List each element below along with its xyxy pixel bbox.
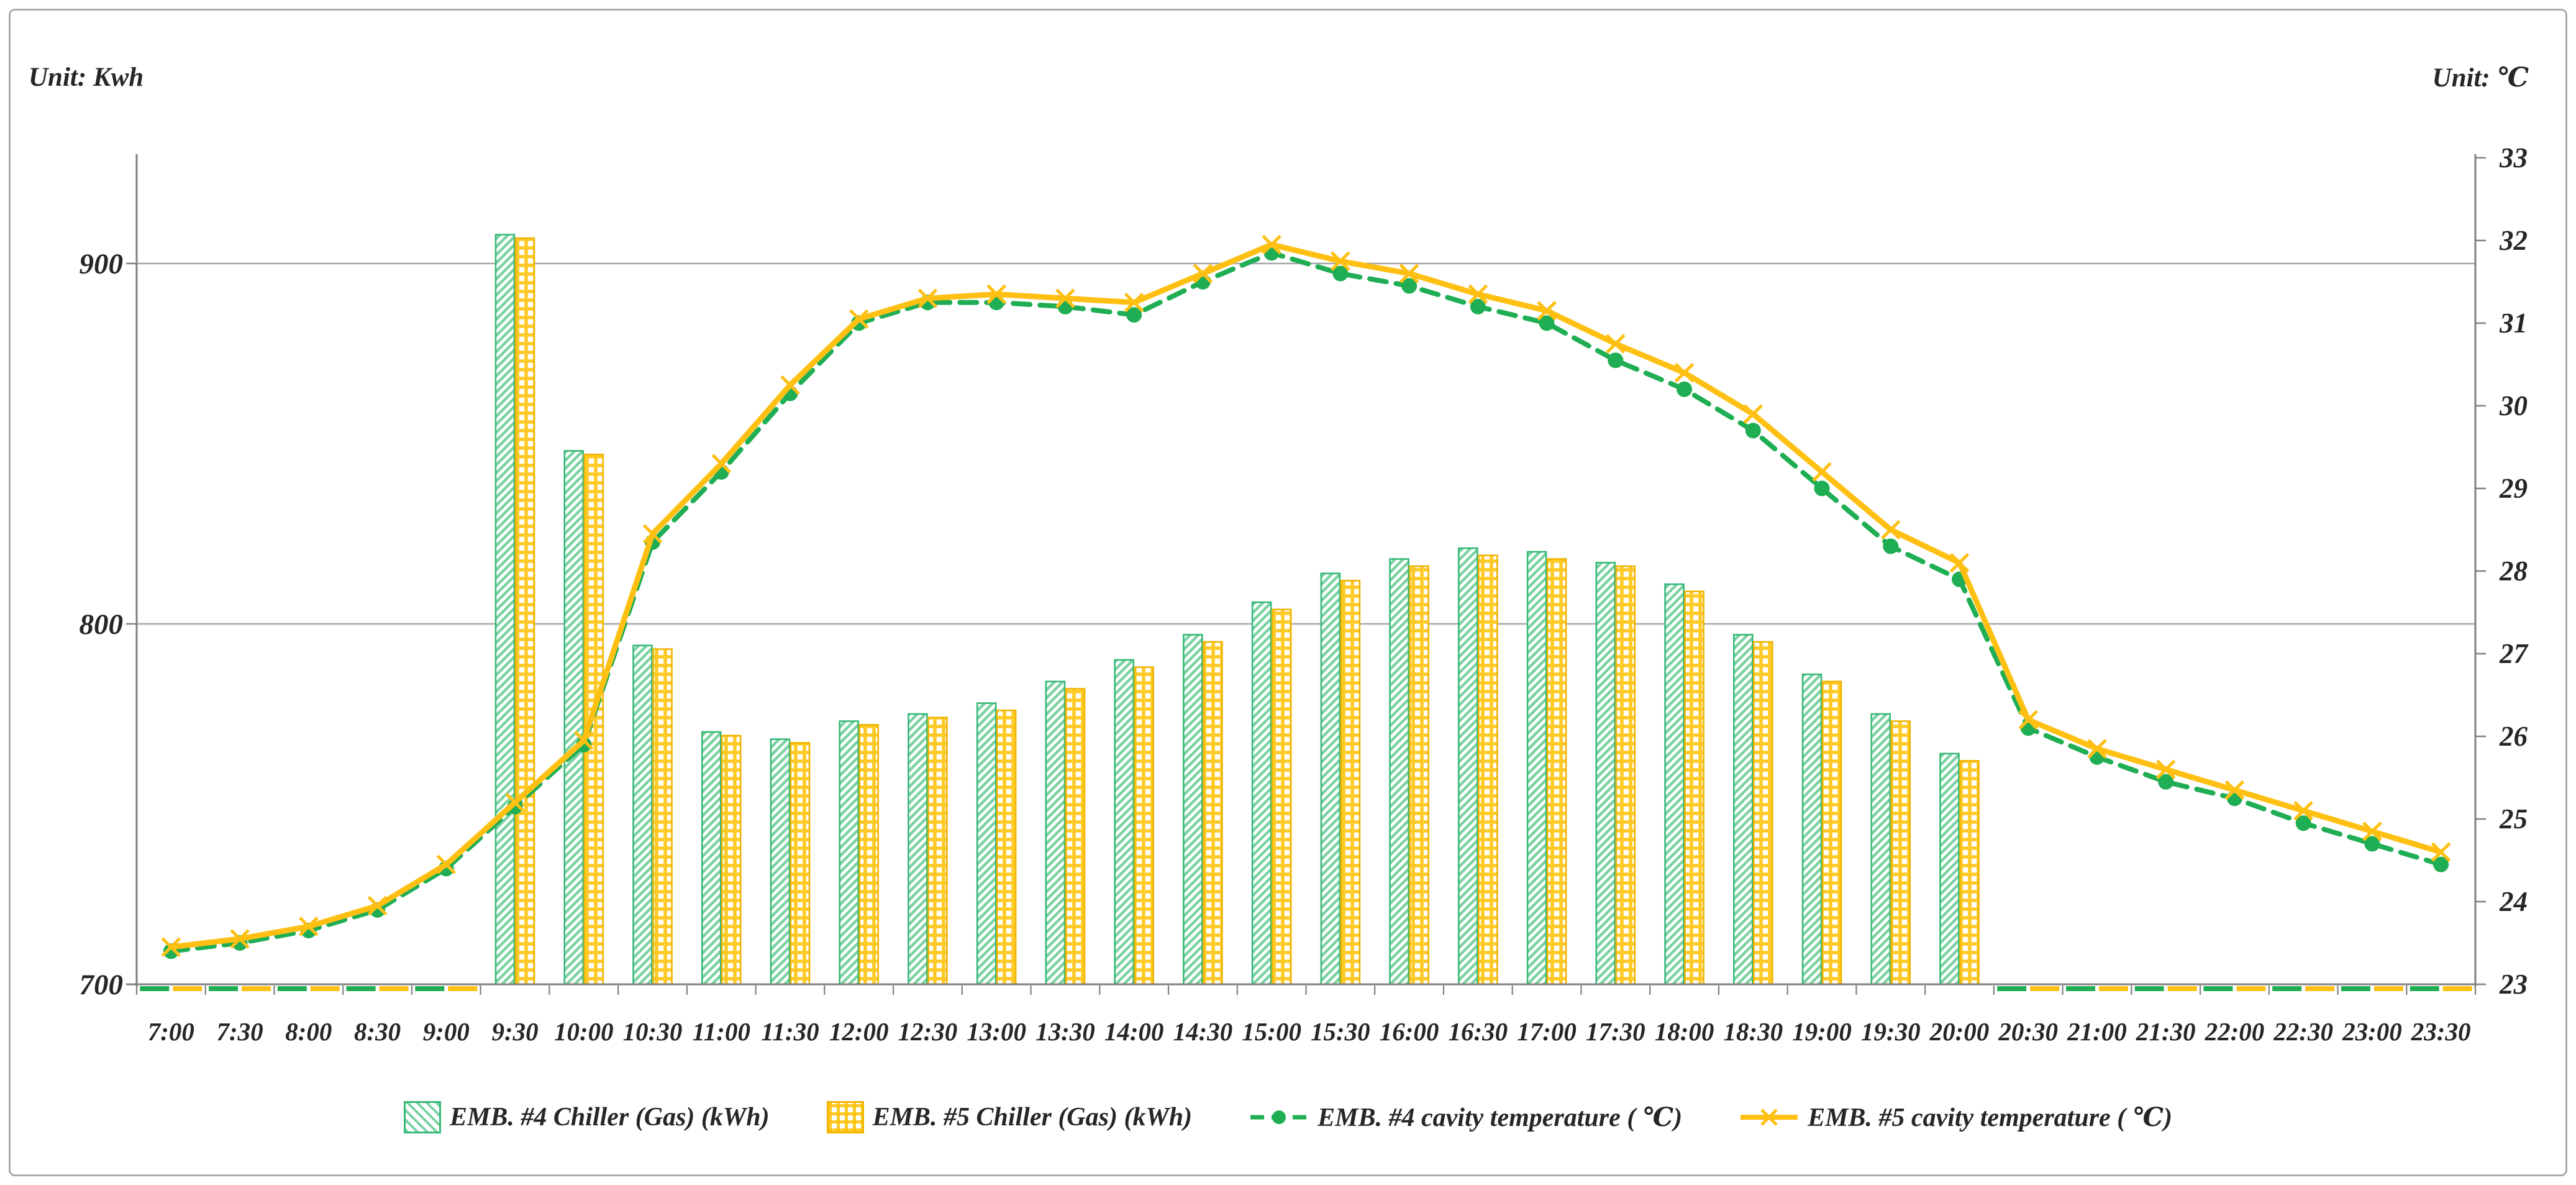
left-axis-unit-label: Unit: Kwh	[29, 63, 144, 92]
axis-tick-label: 29	[2499, 473, 2528, 504]
axis-tick-label: 13:30	[1035, 1017, 1095, 1046]
axis-tick-label: 26	[2499, 721, 2528, 752]
axis-tick-label: 22:00	[2205, 1017, 2265, 1046]
legend-item-emb5-chiller: EMB. #5 Chiller (Gas) (kWh)	[826, 1101, 1193, 1133]
legend-item-emb4-chiller: EMB. #4 Chiller (Gas) (kWh)	[404, 1101, 770, 1133]
axis-tick-label: 12:00	[829, 1017, 889, 1046]
axis-tick-label: 7:00	[148, 1017, 194, 1046]
legend-item-emb4-temperature: EMB. #4 cavity temperature ( ℃)	[1249, 1102, 1682, 1133]
right-axis-unit-label: Unit: ℃	[2432, 63, 2529, 93]
green-dashed-line-marker-icon	[1250, 1110, 1308, 1124]
axis-tick-label: 23	[2499, 969, 2528, 1000]
axis-tick-label: 32	[2499, 225, 2528, 256]
outer-border	[9, 9, 2567, 1176]
axis-tick-label: 19:00	[1792, 1017, 1852, 1046]
axis-tick-label: 23:30	[2411, 1017, 2471, 1046]
axis-tick-label: 13:00	[967, 1017, 1026, 1046]
legend-item-emb5-temperature: EMB. #5 cavity temperature ( ℃)	[1739, 1102, 2172, 1133]
axis-tick-label: 10:30	[623, 1017, 683, 1046]
axis-tick-label: 20:30	[1998, 1017, 2058, 1046]
green-hatch-swatch-icon	[404, 1101, 442, 1133]
axis-tick-label: 8:00	[285, 1017, 332, 1046]
axis-tick-label: 10:00	[554, 1017, 614, 1046]
legend: EMB. #4 Chiller (Gas) (kWh) EMB. #5 Chil…	[0, 1101, 2576, 1133]
axis-tick-label: 23:00	[2342, 1017, 2402, 1046]
axis-tick-label: 9:00	[423, 1017, 470, 1046]
axis-tick-label: 17:30	[1586, 1017, 1645, 1046]
axis-tick-label: 14:30	[1173, 1017, 1233, 1046]
axis-tick-label: 25	[2499, 803, 2528, 835]
axis-tick-label: 33	[2499, 142, 2528, 173]
axis-tick-label: 8:30	[354, 1017, 401, 1046]
axis-tick-label: 24	[2499, 886, 2528, 917]
axis-tick-label: 19:30	[1861, 1017, 1921, 1046]
axis-tick-label: 16:00	[1380, 1017, 1439, 1046]
axis-tick-label: 800	[80, 608, 124, 641]
axis-tick-label: 27	[2499, 638, 2529, 669]
legend-label: EMB. #4 Chiller (Gas) (kWh)	[450, 1103, 770, 1132]
axis-tick-label: 16:30	[1449, 1017, 1508, 1046]
axis-tick-label: 12:30	[898, 1017, 958, 1046]
axis-tick-label: 15:30	[1311, 1017, 1370, 1046]
axis-tick-label: 15:00	[1242, 1017, 1301, 1046]
axis-tick-label: 21:00	[2067, 1017, 2127, 1046]
axis-tick-label: 17:00	[1517, 1017, 1577, 1046]
legend-label: EMB. #5 Chiller (Gas) (kWh)	[872, 1103, 1193, 1132]
orange-grid-swatch-icon	[826, 1101, 864, 1133]
axis-tick-label: 22:30	[2273, 1017, 2333, 1046]
axis-tick-label: 18:30	[1723, 1017, 1783, 1046]
axis-tick-label: 30	[2499, 390, 2528, 421]
axis-tick-label: 28	[2499, 556, 2528, 587]
axis-tick-label: 20:00	[1929, 1017, 1990, 1046]
axis-tick-label: 21:30	[2136, 1017, 2196, 1046]
axis-tick-label: 31	[2499, 308, 2528, 339]
axis-tick-label: 18:00	[1655, 1017, 1714, 1046]
axis-tick-label: 11:00	[693, 1017, 750, 1046]
axis-tick-label: 7:30	[217, 1017, 263, 1046]
axis-tick-label: 11:30	[761, 1017, 819, 1046]
axis-tick-label: 900	[80, 248, 124, 280]
orange-line-x-marker-icon	[1741, 1109, 1798, 1126]
axis-tick-label: 700	[80, 969, 124, 1001]
axis-tick-label: 9:30	[491, 1017, 538, 1046]
legend-label: EMB. #4 cavity temperature ( ℃)	[1318, 1104, 1683, 1132]
legend-label: EMB. #5 cavity temperature ( ℃)	[1808, 1104, 2172, 1132]
axis-tick-label: 14:00	[1104, 1017, 1164, 1046]
